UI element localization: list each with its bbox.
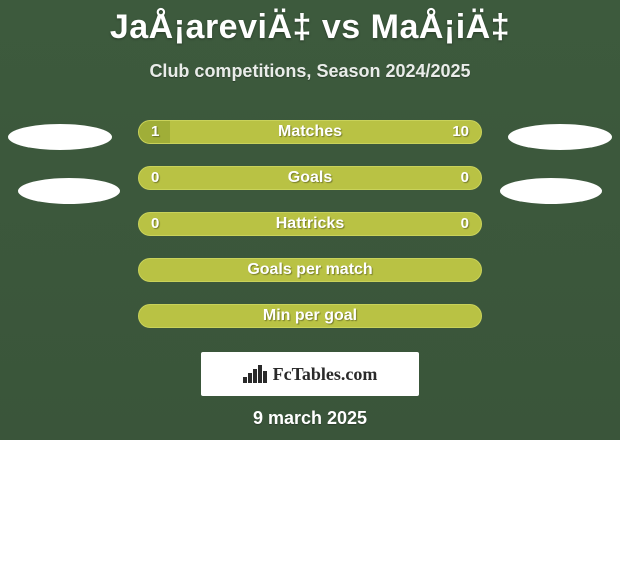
stat-label: Hattricks [139, 213, 481, 235]
stat-label: Goals per match [139, 259, 481, 281]
stat-bar: 00Goals [138, 166, 482, 190]
stat-row: 00Goals [0, 166, 620, 212]
bars-icon [243, 365, 267, 383]
stat-bar: 110Matches [138, 120, 482, 144]
stat-bar: Goals per match [138, 258, 482, 282]
stat-row: 110Matches [0, 120, 620, 166]
stat-row: Goals per match [0, 258, 620, 304]
card-date: 9 march 2025 [0, 408, 620, 429]
stat-bar: 00Hattricks [138, 212, 482, 236]
stat-rows: 110Matches 00Goals 00Hattricks Goals per ma… [0, 120, 620, 350]
source-logo: FcTables.com [201, 352, 419, 396]
stat-label: Min per goal [139, 305, 481, 327]
stat-row: 00Hattricks [0, 212, 620, 258]
card-title: JaÅ¡areviÄ‡ vs MaÅ¡iÄ‡ [0, 0, 620, 47]
card-subtitle: Club competitions, Season 2024/2025 [0, 61, 620, 82]
stat-row: Min per goal [0, 304, 620, 350]
stat-label: Matches [139, 121, 481, 143]
source-logo-text: FcTables.com [273, 364, 378, 385]
infographic-card: JaÅ¡areviÄ‡ vs MaÅ¡iÄ‡ Club competitions… [0, 0, 620, 440]
stat-label: Goals [139, 167, 481, 189]
stat-bar: Min per goal [138, 304, 482, 328]
